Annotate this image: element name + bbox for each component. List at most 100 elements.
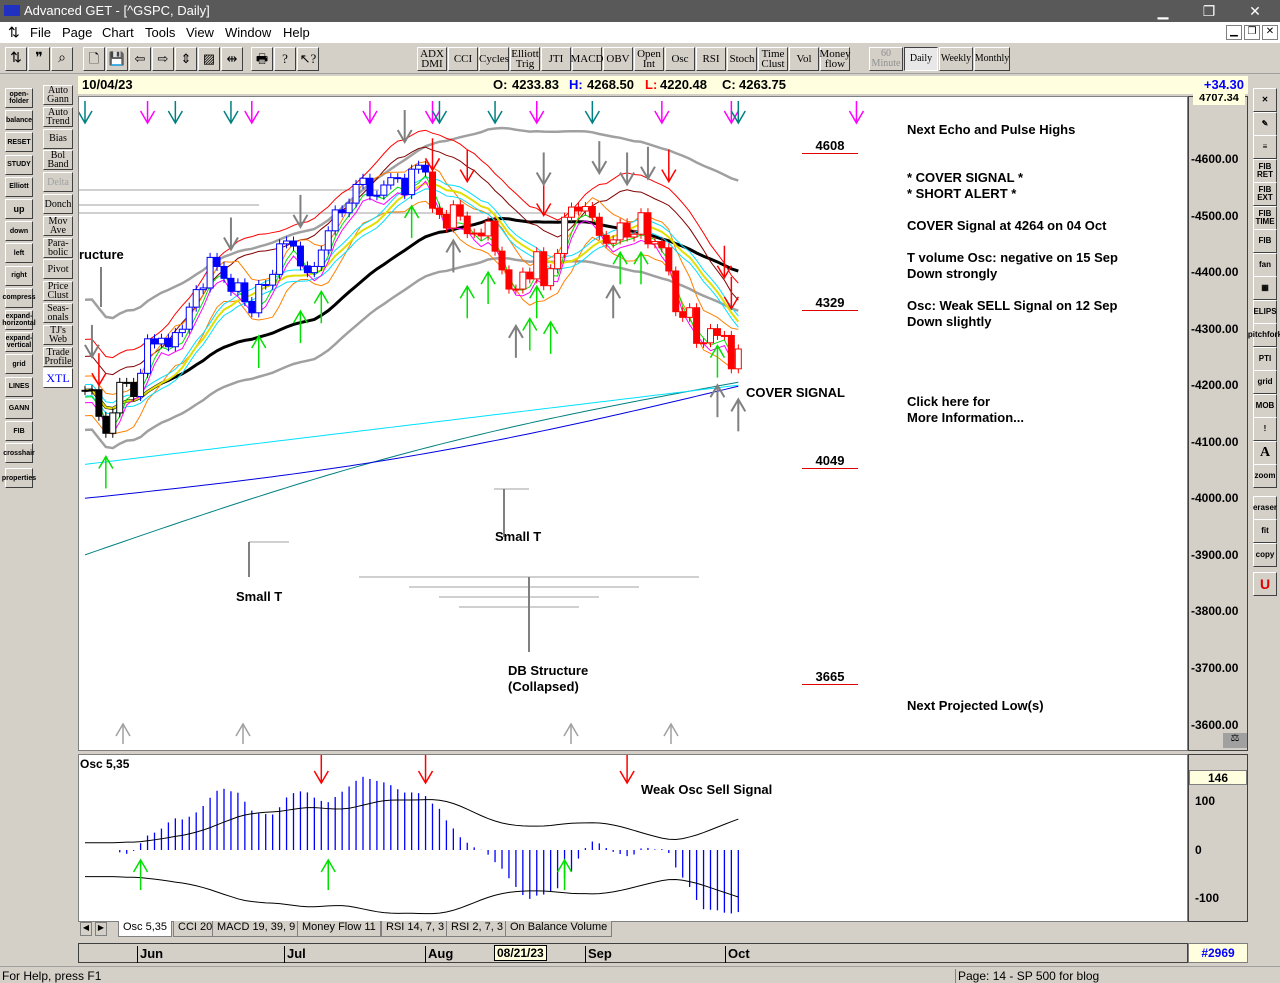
left-tool-down[interactable]: down <box>5 221 33 242</box>
candle[interactable] <box>130 381 138 398</box>
left-tool-left[interactable]: left <box>5 243 33 264</box>
candle[interactable] <box>734 348 742 370</box>
candle[interactable] <box>700 342 708 345</box>
candle[interactable] <box>262 284 270 287</box>
candle[interactable] <box>359 177 367 185</box>
more-info-link[interactable]: Click here for <box>907 394 991 409</box>
toolbar-print-icon-2[interactable]: ↖? <box>297 47 319 71</box>
candle[interactable] <box>151 338 158 345</box>
right-tool-1[interactable]: ✎ <box>1253 111 1277 136</box>
left-tool-gann[interactable]: GANN <box>5 398 33 419</box>
menu-chart[interactable]: Chart <box>102 25 134 40</box>
timeframe-60-minute[interactable]: 60 Minute <box>869 47 903 71</box>
right-tool-20[interactable]: U <box>1253 572 1277 596</box>
candle[interactable] <box>707 328 714 344</box>
candle[interactable] <box>248 301 256 314</box>
menu-view[interactable]: View <box>186 25 214 40</box>
right-tool-11[interactable]: PTI <box>1253 346 1277 371</box>
candle[interactable] <box>331 209 339 232</box>
toolbar-print-icon-1[interactable]: ? <box>274 47 296 71</box>
candle[interactable] <box>422 164 430 173</box>
candle[interactable] <box>345 202 353 214</box>
candle[interactable] <box>283 240 291 245</box>
right-tool-12[interactable]: grid <box>1253 370 1277 394</box>
candle[interactable] <box>373 194 381 197</box>
study-button-12[interactable]: Vol <box>789 47 819 71</box>
toolbar-print-icon-0[interactable]: 🖶 <box>251 47 273 71</box>
study-donch[interactable]: Donch <box>43 194 73 214</box>
candle[interactable] <box>137 372 145 398</box>
candle[interactable] <box>171 332 179 348</box>
candle[interactable] <box>164 337 172 348</box>
study-button-1[interactable]: CCI <box>448 47 478 71</box>
candle[interactable] <box>269 273 277 286</box>
candle[interactable] <box>498 250 506 271</box>
right-tool-7[interactable]: fan <box>1253 252 1277 277</box>
left-tool-open-folder[interactable]: open-folder <box>5 88 33 108</box>
left-tool-expand-vertical[interactable]: expand-vertical <box>5 332 33 353</box>
price-chart[interactable]: ructure Small T Small T DB Structure (Co… <box>78 96 1188 751</box>
left-tool-balance[interactable]: balance <box>5 110 33 131</box>
candle[interactable] <box>95 389 103 417</box>
candle[interactable] <box>303 265 311 274</box>
candle[interactable] <box>401 177 409 196</box>
toolbar-file-icon-3[interactable]: ⇨ <box>152 47 174 71</box>
left-tool-expand-horizontal[interactable]: expand-horizontal <box>2 310 36 330</box>
candle[interactable] <box>665 247 673 272</box>
right-tool-0[interactable]: ✕ <box>1253 88 1277 112</box>
candle[interactable] <box>602 234 610 244</box>
study-tjsweb[interactable]: TJ's Web <box>43 324 73 345</box>
study-parabolic[interactable]: Para-bolic <box>43 237 73 258</box>
study-button-7[interactable]: Open Int <box>634 47 664 71</box>
minimize-button[interactable]: ▁ <box>1157 3 1169 19</box>
study-movave[interactable]: Mov Ave <box>43 215 73 236</box>
candle[interactable] <box>310 265 318 274</box>
candle[interactable] <box>185 306 193 330</box>
candle[interactable] <box>415 164 423 170</box>
right-tool-18[interactable]: fit <box>1253 519 1277 543</box>
candle[interactable] <box>630 233 638 238</box>
candle[interactable] <box>387 177 395 186</box>
candle[interactable] <box>623 222 631 238</box>
timeframe-daily[interactable]: Daily <box>904 47 938 71</box>
candle[interactable] <box>255 284 263 314</box>
candle[interactable] <box>317 249 325 267</box>
osc-scale[interactable]: 146 100 0 -100 <box>1188 754 1248 922</box>
right-tool-2[interactable]: ≡ <box>1253 135 1277 159</box>
left-tool-compress[interactable]: compress <box>2 287 36 308</box>
right-tool-16[interactable]: zoom <box>1253 464 1277 488</box>
right-tool-5[interactable]: FIB TIME <box>1253 205 1277 230</box>
tab-obv[interactable]: On Balance Volume <box>505 921 613 937</box>
study-priceclust[interactable]: Price Clust <box>43 281 73 302</box>
toolbar-icon-0[interactable]: ⇅ <box>5 47 27 71</box>
tab-money-flow[interactable]: Money Flow 11 <box>297 921 381 937</box>
candle[interactable] <box>380 184 388 196</box>
candle[interactable] <box>484 220 492 237</box>
toolbar-file-icon-6[interactable]: ⇹ <box>221 47 243 71</box>
candle[interactable] <box>366 177 374 197</box>
candle[interactable] <box>442 213 450 229</box>
left-tool-up[interactable]: up <box>5 199 33 219</box>
oscillator-panel[interactable]: Osc 5,35 Weak Osc Sell Signal <box>78 754 1188 922</box>
menu-window[interactable]: Window <box>225 25 272 40</box>
right-tool-6[interactable]: FIB <box>1253 229 1277 253</box>
candle[interactable] <box>581 206 589 212</box>
candle[interactable] <box>276 243 284 275</box>
candle[interactable] <box>290 240 297 247</box>
candle[interactable] <box>491 220 499 252</box>
candle[interactable] <box>561 216 569 254</box>
candle[interactable] <box>227 277 235 292</box>
candle[interactable] <box>720 334 728 337</box>
candle[interactable] <box>352 183 360 204</box>
candle[interactable] <box>616 222 624 241</box>
candle[interactable] <box>324 230 332 251</box>
study-bias[interactable]: Bias <box>43 128 73 149</box>
right-tool-3[interactable]: FIB RET <box>1253 158 1277 183</box>
candle[interactable] <box>220 265 228 279</box>
candle[interactable] <box>206 256 214 289</box>
toolbar-icon-1[interactable]: ❞ <box>28 47 50 71</box>
date-axis[interactable]: Jun Jul Aug 08/21/23 Sep Oct <box>78 943 1188 963</box>
close-button[interactable]: ✕ <box>1249 3 1261 19</box>
study-button-6[interactable]: OBV <box>603 47 633 71</box>
right-tool-13[interactable]: MOB <box>1253 393 1277 418</box>
